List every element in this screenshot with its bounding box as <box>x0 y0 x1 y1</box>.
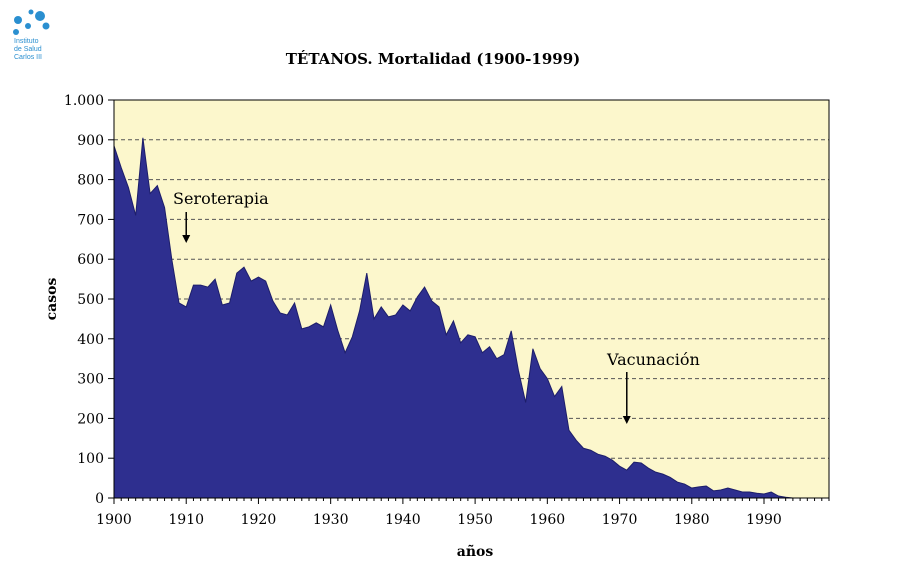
y-tick-label: 600 <box>77 252 104 268</box>
x-axis-label: años <box>457 543 494 560</box>
x-tick-label: 1970 <box>602 512 638 528</box>
chart-title: TÉTANOS. Mortalidad (1900-1999) <box>286 50 581 68</box>
logo-dot <box>35 11 45 21</box>
logo-text: Instituto de Salud Carlos III <box>14 38 42 62</box>
x-tick-label: 1930 <box>313 512 349 528</box>
y-tick-label: 400 <box>77 332 104 348</box>
annotations: Seroterapia Vacunación <box>173 189 700 424</box>
x-tick-label: 1980 <box>674 512 710 528</box>
annotation-label: Vacunación <box>606 350 700 369</box>
y-tick-label: 300 <box>77 372 104 388</box>
annotation-label: Seroterapia <box>173 189 269 208</box>
y-tick-label: 1.000 <box>64 93 104 109</box>
x-tick-label: 1900 <box>96 512 132 528</box>
y-tick-label: 100 <box>77 451 104 467</box>
x-tick-label: 1950 <box>457 512 493 528</box>
x-tick-label: 1990 <box>746 512 782 528</box>
y-tick-label: 800 <box>77 173 104 189</box>
annotation-arrowhead <box>622 416 631 424</box>
logo-dot <box>14 16 22 24</box>
mortality-area <box>113 137 829 499</box>
logo-line: de Salud <box>14 46 42 53</box>
logo-line: Carlos III <box>14 54 43 61</box>
logo-dot <box>25 23 31 29</box>
x-tick-label: 1920 <box>241 512 277 528</box>
isc-logo <box>13 9 50 35</box>
logo-dot <box>13 29 19 35</box>
y-tick-label: 200 <box>77 411 104 427</box>
y-tick-label: 0 <box>95 491 104 507</box>
y-axis-ticks: 0 100 200 300 400 500 600 700 800 900 1.000 <box>64 93 114 507</box>
y-tick-label: 500 <box>77 292 104 308</box>
y-tick-label: 700 <box>77 212 104 228</box>
x-tick-label: 1940 <box>385 512 421 528</box>
plot-frame <box>113 99 830 499</box>
annotation-arrowhead <box>182 235 191 243</box>
x-axis-ticks: 1900 1910 1920 1930 1940 1950 1960 1970 1980 1990 <box>96 498 830 528</box>
y-tick-label: 900 <box>77 133 104 149</box>
y-axis-label: casos <box>44 278 60 321</box>
logo-dot <box>42 22 50 30</box>
logo-line: Instituto <box>14 38 39 45</box>
x-tick-label: 1910 <box>168 512 204 528</box>
x-tick-label: 1960 <box>530 512 566 528</box>
logo-dot <box>28 9 34 15</box>
